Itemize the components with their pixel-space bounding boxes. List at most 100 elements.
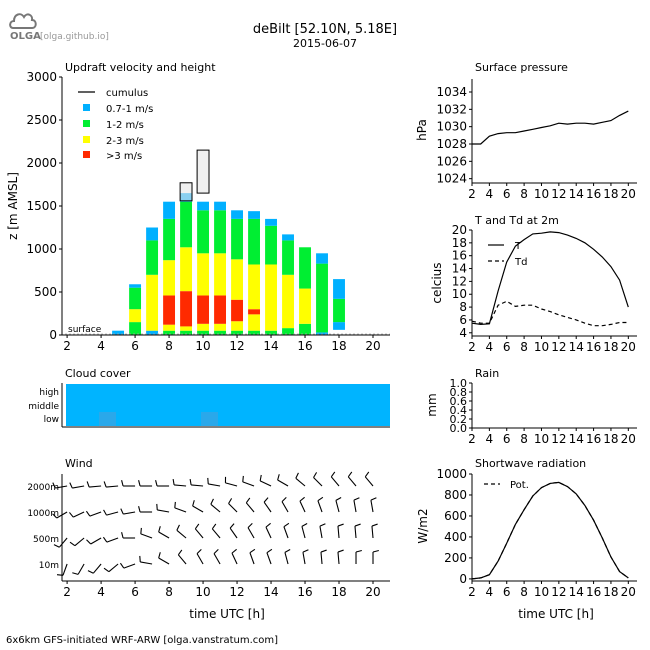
wind-barb-flag xyxy=(228,498,233,504)
wind-barb xyxy=(92,563,102,574)
x-tick-label: 12 xyxy=(551,432,566,446)
y-tick-label: 800 xyxy=(444,488,467,502)
wind-barb xyxy=(266,552,272,565)
wind-barb xyxy=(265,526,272,539)
wind-barb-flag xyxy=(319,523,326,527)
legend-cumulus-label: cumulus xyxy=(106,88,148,99)
updraft-bar-segment xyxy=(231,259,243,300)
updraft-bar-segment xyxy=(180,201,193,248)
wind-barb xyxy=(123,511,136,515)
updraft-bar-segment xyxy=(231,210,243,219)
x-tick-label: 14 xyxy=(569,187,584,201)
wind-barb xyxy=(158,557,170,565)
wind-barb xyxy=(89,485,102,488)
pressure-plot: 2 4 6 8 10 12 14 16 18 20 1024 1026 1028 1030 1032 1034 xyxy=(436,79,637,201)
updraft-bar-segment xyxy=(316,253,328,264)
wind-barb xyxy=(123,563,136,569)
wind-barb xyxy=(77,563,85,575)
updraft-bar-segment xyxy=(231,330,243,335)
wind-barb-flag xyxy=(265,522,271,528)
wind-barb xyxy=(158,531,170,539)
wind-barb xyxy=(249,552,255,565)
wind-barb-flag xyxy=(158,526,161,533)
wind-barb xyxy=(191,484,204,487)
wind-barb-flag xyxy=(337,523,344,527)
x-tick-label: 20 xyxy=(621,340,636,354)
cumulus-box xyxy=(179,182,193,202)
x-tick-label: 14 xyxy=(569,432,584,446)
y-tick-label: 1000 xyxy=(26,242,57,256)
wind-barb xyxy=(242,481,255,487)
y-tick-label: 400 xyxy=(444,530,467,544)
wind-barb-flag xyxy=(120,508,124,515)
wind-barb xyxy=(58,537,68,548)
surface-annotation: surface xyxy=(68,325,102,335)
x-tick-label: 10 xyxy=(534,340,549,354)
wind-barb xyxy=(74,537,85,547)
series-line-td xyxy=(471,300,629,327)
legend-pot-label: Pot. xyxy=(510,480,529,491)
cloud-title: Cloud cover xyxy=(65,367,131,380)
updraft-bar-segment xyxy=(299,288,311,324)
y-tick-label: 0.0 xyxy=(450,422,468,435)
wind-barb xyxy=(229,527,238,539)
wind-barb-flag xyxy=(335,496,342,501)
y-tick-label: 14 xyxy=(452,262,467,276)
wind-barb xyxy=(213,553,221,565)
wind-barb xyxy=(277,479,289,487)
wind-barb-flag xyxy=(196,549,202,555)
updraft-bar-segment xyxy=(214,323,226,331)
temperature-ylabel: celcius xyxy=(430,262,444,303)
x-tick-label: 6 xyxy=(131,339,139,353)
y-tick-label: 20 xyxy=(452,223,467,237)
updraft-bar-segment xyxy=(248,309,260,315)
wind-barb xyxy=(337,525,340,539)
x-tick-label: 18 xyxy=(603,187,618,201)
wind-barb xyxy=(72,485,85,489)
cloud-axes xyxy=(61,383,390,428)
wind-barb xyxy=(140,561,153,565)
wind-barb xyxy=(174,507,187,513)
updraft-axes: 2 4 6 8 10 12 14 16 18 20 0 500 1000 1500 2000 2500 3000 xyxy=(26,70,390,353)
updraft-legend: cumulus 0.7-1 m/s 1-2 m/s 2-3 m/s >3 m/s xyxy=(78,88,153,162)
rain-ylabel: mm xyxy=(425,393,439,416)
wind-barb-flag xyxy=(68,512,74,518)
x-tick-label: 20 xyxy=(365,339,380,353)
updraft-bar-segment xyxy=(265,330,277,335)
logo-link[interactable]: [olga.github.io] xyxy=(40,32,109,42)
wind-barb-flag xyxy=(177,549,183,556)
y-tick-label: 1026 xyxy=(436,154,467,168)
y-tick-label: 1028 xyxy=(436,137,467,151)
wind-barb-flag xyxy=(317,496,324,502)
y-tick-label: 1024 xyxy=(436,172,467,186)
wind-barb-flag xyxy=(320,549,327,553)
wind-barb xyxy=(319,526,323,539)
updraft-bar-segment xyxy=(163,218,176,261)
wind-barb xyxy=(364,476,374,487)
wind-barb-flag xyxy=(69,541,76,547)
updraft-bar-segment xyxy=(129,287,142,310)
x-tick-label: 10 xyxy=(534,187,549,201)
wind-barb-flag xyxy=(245,497,251,504)
legend-t-label: T xyxy=(514,241,522,252)
wind-barb-flag xyxy=(370,497,377,501)
updraft-bar-segment xyxy=(282,274,294,329)
updraft-bar-segment xyxy=(214,253,226,296)
y-tick-label: 18 xyxy=(452,236,467,250)
updraft-bar-segment xyxy=(265,264,277,331)
legend-yellow-swatch xyxy=(83,136,90,143)
wind-xlabel: time UTC [h] xyxy=(189,607,265,621)
updraft-bar-segment xyxy=(180,291,193,327)
wind-barbs xyxy=(52,471,379,576)
wind-barb xyxy=(337,551,340,565)
wind-barb-flag xyxy=(69,482,73,489)
cumulus-box xyxy=(196,149,210,194)
wind-barb xyxy=(211,528,221,539)
y-tick-label: 0.6 xyxy=(450,395,468,408)
wind-barb-flag xyxy=(249,548,256,554)
wind-barb-flag xyxy=(138,480,141,487)
updraft-bar-segment xyxy=(197,295,210,324)
updraft-bar-segment xyxy=(146,330,159,335)
x-tick-label: 2 xyxy=(468,340,476,354)
olga-logo: OLGA [olga.github.io] xyxy=(9,13,109,42)
